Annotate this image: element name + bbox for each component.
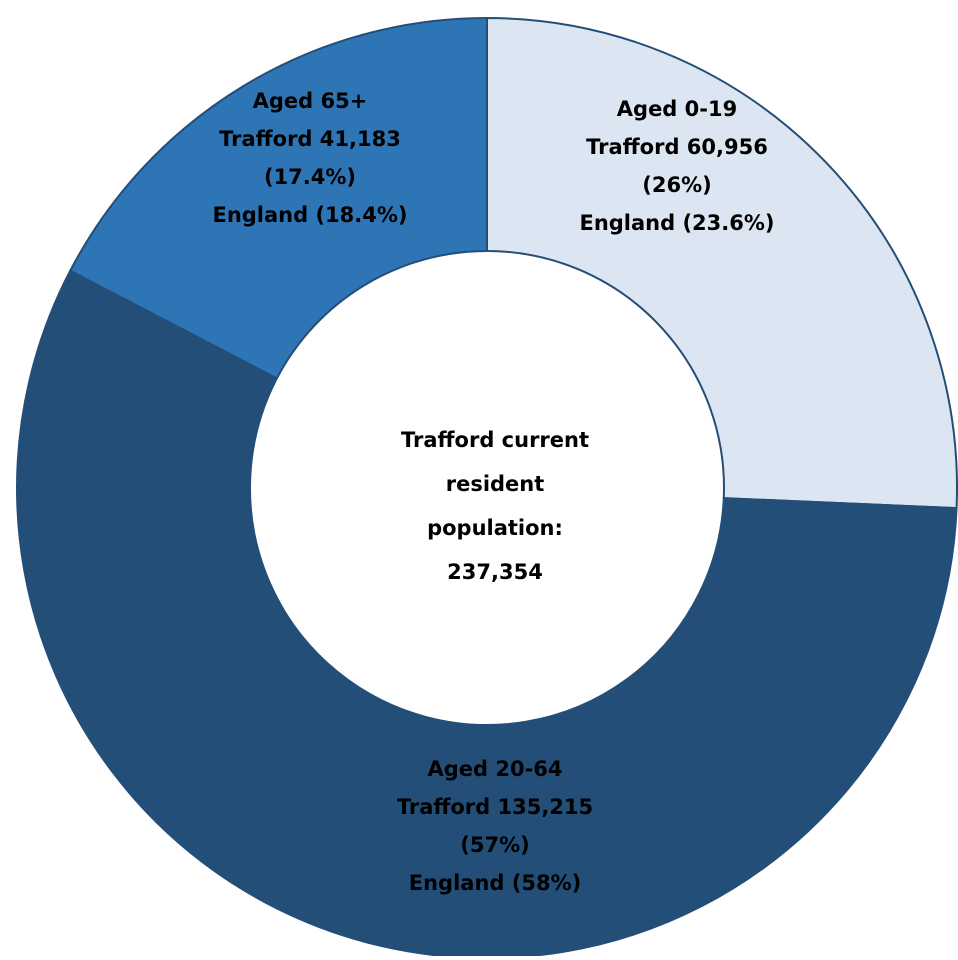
segment-label: (26%) <box>642 173 711 197</box>
segment-label: (57%) <box>460 833 529 857</box>
segment-label: (17.4%) <box>264 165 356 189</box>
center-label: resident <box>446 472 545 496</box>
segment-label: Aged 0-19 <box>617 97 737 121</box>
center-total: 237,354 <box>447 560 543 584</box>
donut-segment <box>16 269 958 959</box>
segment-label: Aged 65+ <box>253 89 368 113</box>
segment-label: Aged 20-64 <box>427 757 562 781</box>
segment-label: England (58%) <box>409 871 581 895</box>
segment-label: England (23.6%) <box>579 211 774 235</box>
segment-label: Trafford 135,215 <box>397 795 593 819</box>
segment-label: Trafford 60,956 <box>586 135 768 159</box>
segment-label: Trafford 41,183 <box>219 127 401 151</box>
donut-segment <box>68 16 488 380</box>
segment-label: England (18.4%) <box>212 203 407 227</box>
center-label: population: <box>427 516 563 540</box>
donut-segment <box>486 16 958 510</box>
center-label: Trafford current <box>401 428 589 452</box>
